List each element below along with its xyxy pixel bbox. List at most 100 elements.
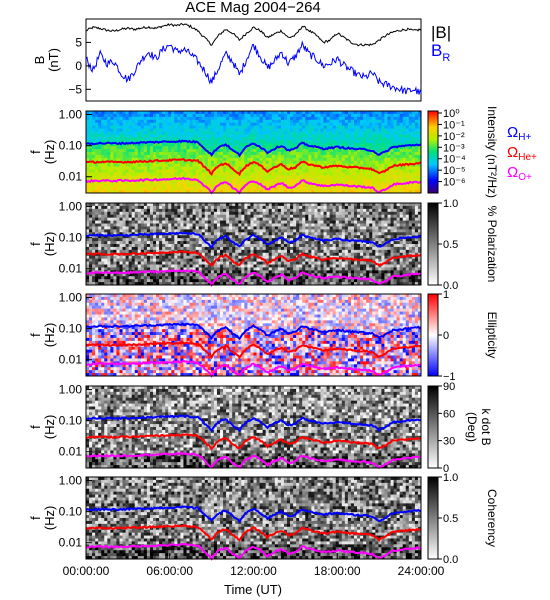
spectrogram-cell bbox=[110, 175, 113, 178]
spectrogram-cell bbox=[284, 120, 287, 123]
spectrogram-cell bbox=[177, 117, 180, 120]
spectrogram-cell bbox=[211, 267, 214, 270]
spectrogram-cell bbox=[327, 126, 330, 129]
spectrogram-cell bbox=[183, 143, 186, 146]
spectrogram-cell bbox=[384, 123, 387, 126]
spectrogram-cell bbox=[86, 226, 89, 229]
spectrogram-cell bbox=[257, 117, 260, 120]
spectrogram-cell bbox=[369, 173, 372, 176]
spectrogram-cell bbox=[174, 143, 177, 146]
spectrogram-cell bbox=[183, 187, 186, 190]
spectrogram-cell bbox=[162, 123, 165, 126]
spectrogram-cell bbox=[299, 158, 302, 161]
spectrogram-cell bbox=[95, 279, 98, 282]
spectrogram-cell bbox=[162, 120, 165, 123]
spectrogram-cell bbox=[333, 129, 336, 132]
spectrogram-cell bbox=[202, 187, 205, 190]
spectrogram-cell bbox=[232, 161, 235, 164]
spectrogram-cell bbox=[354, 143, 357, 146]
spectrogram-cell bbox=[187, 244, 190, 247]
spectrogram-cell bbox=[360, 114, 363, 117]
spectrogram-cell bbox=[391, 126, 394, 129]
spectrogram-cell bbox=[159, 241, 162, 244]
spectrogram-cell bbox=[126, 132, 129, 135]
spectrogram-cell bbox=[232, 270, 235, 273]
spectrogram-cell bbox=[129, 158, 132, 161]
spectrogram-cell bbox=[336, 178, 339, 181]
spectrogram-cell bbox=[257, 244, 260, 247]
spectrogram-cell bbox=[162, 143, 165, 146]
spectrogram-cell bbox=[269, 238, 272, 241]
spectrogram-cell bbox=[129, 126, 132, 129]
spectrogram-cell bbox=[363, 132, 366, 135]
spectrogram-cell bbox=[314, 117, 317, 120]
spectrogram-cell bbox=[272, 224, 275, 227]
spectrogram-cell bbox=[284, 152, 287, 155]
spectrogram-cell bbox=[110, 155, 113, 158]
spectrogram-cell bbox=[113, 173, 116, 176]
spectrogram-cell bbox=[354, 178, 357, 181]
spectrogram-cell bbox=[98, 215, 101, 218]
spectrogram-cell bbox=[394, 161, 397, 164]
spectrogram-cell bbox=[269, 123, 272, 126]
spectrogram-cell bbox=[345, 123, 348, 126]
spectrogram-cell bbox=[159, 155, 162, 158]
spectrogram-cell bbox=[260, 224, 263, 227]
spectrogram-cell bbox=[339, 161, 342, 164]
spectrogram-cell bbox=[336, 152, 339, 155]
spectrogram-cell bbox=[339, 158, 342, 161]
spectrogram-cell bbox=[116, 224, 119, 227]
spectrogram-cell bbox=[360, 152, 363, 155]
spectrogram-cell bbox=[330, 132, 333, 135]
spectrogram-cell bbox=[110, 137, 113, 140]
spectrogram-cell bbox=[235, 143, 238, 146]
spectrogram-cell bbox=[384, 178, 387, 181]
spectrogram-cell bbox=[190, 259, 193, 262]
spectrogram-cell bbox=[342, 170, 345, 173]
spectrogram-cell bbox=[86, 244, 89, 247]
spectrogram-cell bbox=[193, 276, 196, 279]
spectrogram-cell bbox=[263, 120, 266, 123]
spectrogram-cell bbox=[232, 273, 235, 276]
spectrogram-cell bbox=[229, 250, 232, 253]
spectrogram-cell bbox=[278, 209, 281, 212]
y-tick-label: 0.01 bbox=[59, 170, 83, 184]
spectrogram-cell bbox=[214, 226, 217, 229]
spectrogram-cell bbox=[156, 184, 159, 187]
spectrogram-cell bbox=[123, 175, 126, 178]
spectrogram-cell bbox=[372, 143, 375, 146]
spectrogram-cell bbox=[241, 178, 244, 181]
spectrogram-cell bbox=[281, 187, 284, 190]
panel-power-spectrum: 1.000.100.01f (Hz)10⁰10⁻¹10⁻²10⁻³10⁻⁴10⁻⁵… bbox=[28, 106, 499, 198]
spectrogram-cell bbox=[287, 120, 290, 123]
spectrogram-cell bbox=[193, 175, 196, 178]
spectrogram-cell bbox=[110, 164, 113, 167]
spectrogram-cell bbox=[107, 267, 110, 270]
spectrogram-cell bbox=[357, 155, 360, 158]
spectrogram-cell bbox=[208, 221, 211, 224]
spectrogram-cell bbox=[394, 129, 397, 132]
spectrogram-cell bbox=[113, 129, 116, 132]
spectrogram-cell bbox=[275, 253, 278, 256]
spectrogram-cell bbox=[397, 137, 400, 140]
spectrogram-cell bbox=[345, 140, 348, 143]
spectrogram-cell bbox=[183, 238, 186, 241]
spectrogram-cell bbox=[342, 114, 345, 117]
spectrogram-cell bbox=[120, 221, 123, 224]
spectrogram-cell bbox=[257, 170, 260, 173]
spectrogram-cell bbox=[205, 250, 208, 253]
spectrogram-cell bbox=[132, 123, 135, 126]
spectrogram-cell bbox=[232, 250, 235, 253]
spectrogram-cell bbox=[123, 247, 126, 250]
spectrogram-cell bbox=[314, 134, 317, 137]
spectrogram-cell bbox=[278, 155, 281, 158]
spectrogram-cell bbox=[193, 187, 196, 190]
spectrogram-cell bbox=[266, 238, 269, 241]
spectrogram-cell bbox=[232, 158, 235, 161]
spectrogram-cell bbox=[311, 178, 314, 181]
y-tick-label: 5 bbox=[75, 35, 82, 49]
spectrogram-cell bbox=[351, 117, 354, 120]
spectrogram-cell bbox=[260, 170, 263, 173]
spectrogram-cell bbox=[183, 206, 186, 209]
spectrogram-cell bbox=[205, 273, 208, 276]
